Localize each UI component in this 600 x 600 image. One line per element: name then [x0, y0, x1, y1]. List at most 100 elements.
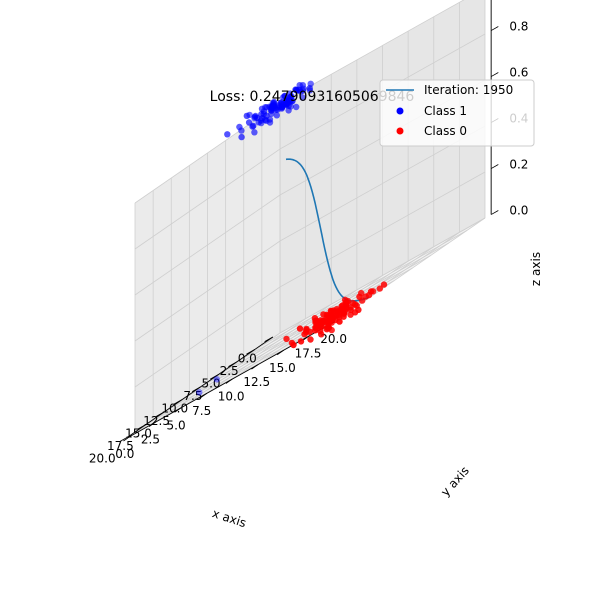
- scatter-point: [334, 308, 342, 315]
- scatter-point: [342, 299, 349, 306]
- scatter-point: [213, 376, 220, 383]
- gridline-z-left: [134, 148, 281, 250]
- scatter-point: [196, 389, 203, 396]
- legend-swatch-class1: [396, 107, 404, 115]
- scatter-point: [329, 315, 336, 322]
- scatter-point: [258, 111, 265, 118]
- scatter-point: [224, 131, 231, 138]
- x-tick-label: 12.5: [143, 414, 170, 428]
- scatter-point: [285, 107, 292, 114]
- x-tick-label: 5.0: [201, 376, 220, 390]
- gridline-z-left: [134, 240, 281, 342]
- x-tick: [264, 336, 274, 342]
- scatter-point: [293, 103, 300, 111]
- scatter-point: [266, 119, 274, 126]
- legend-box: [379, 79, 535, 147]
- gridline-z-left: [134, 286, 281, 388]
- gridline-z-left: [134, 194, 281, 296]
- scatter-point: [238, 133, 245, 141]
- gridline-z-back: [279, 0, 465, 104]
- z-tick-label: 0.6: [509, 66, 528, 80]
- x-tick: [137, 424, 147, 430]
- legend: Iteration: 1950 Class 1 Class 0: [379, 79, 535, 147]
- scatter-point: [307, 336, 314, 343]
- x-tick: [210, 374, 219, 380]
- scatter-point: [297, 338, 305, 345]
- scatter-point: [301, 331, 308, 338]
- y-tick-label: 7.5: [192, 404, 211, 418]
- scatter-point: [306, 328, 313, 335]
- y-tick: [200, 393, 208, 399]
- y-tick: [251, 364, 259, 370]
- y-tick: [148, 421, 156, 427]
- scatter-point: [380, 281, 388, 288]
- scatter-point: [250, 122, 257, 130]
- x-tick-label: 15.0: [125, 426, 152, 440]
- scatter-point: [299, 82, 306, 89]
- scatter-point: [311, 315, 319, 322]
- scatter-point: [282, 99, 290, 106]
- scatter-point: [320, 317, 328, 325]
- chart-title: Loss: 0.24790931605069846: [210, 89, 415, 105]
- scatter-point: [280, 94, 287, 101]
- z-axis-label: z axis: [529, 252, 543, 286]
- legend-label-class1: Class 1: [424, 104, 467, 118]
- scatter-point: [236, 123, 243, 131]
- y-tick-label: 10.0: [218, 390, 245, 404]
- scatter-point: [273, 112, 280, 119]
- scatter-point: [325, 324, 333, 331]
- legend-label-iteration: Iteration: 1950: [424, 83, 513, 97]
- scatter-point: [251, 129, 258, 136]
- y-tick-label: 15.0: [269, 361, 296, 375]
- x-tick-label: 20.0: [89, 451, 116, 465]
- y-tick: [225, 378, 233, 384]
- z-tick-label: 0.2: [509, 158, 528, 172]
- scatter-point: [347, 311, 354, 318]
- y-tick: [123, 436, 131, 442]
- x-tick-label: 17.5: [107, 439, 134, 453]
- gridline-z-left: [134, 332, 281, 434]
- scatter-point: [296, 325, 304, 332]
- x-tick: [119, 436, 129, 442]
- scatter-point: [340, 310, 348, 317]
- scatter-point: [307, 80, 314, 88]
- scatter-point: [283, 335, 290, 343]
- scatter-point: [299, 87, 306, 94]
- gridline-z-back: [279, 217, 486, 334]
- scatter-point: [262, 116, 269, 124]
- scatter-point: [251, 115, 258, 122]
- x-axis-line: [127, 336, 274, 438]
- y-tick-label: 5.0: [167, 418, 186, 432]
- x-tick: [228, 361, 237, 367]
- scatter-point: [306, 87, 314, 94]
- scatter-point: [376, 285, 383, 292]
- y-tick: [302, 335, 310, 341]
- x-tick: [191, 386, 201, 392]
- scatter-point: [288, 339, 296, 347]
- z-tick: [490, 164, 499, 169]
- z-tick-label: 0.8: [509, 20, 528, 34]
- scatter-point: [277, 104, 284, 111]
- y-tick: [276, 349, 284, 356]
- y-tick-label: 2.5: [141, 433, 160, 447]
- x-tick-label: 2.5: [220, 364, 239, 378]
- x-tick-label: 7.5: [183, 389, 202, 403]
- scatter-point: [362, 293, 369, 300]
- z-tick: [490, 26, 499, 31]
- z-tick: [490, 210, 499, 215]
- gridline-floor-x: [134, 317, 341, 434]
- scatter-point: [246, 111, 253, 119]
- scatter-points: [196, 80, 388, 396]
- scatter-point: [358, 289, 365, 297]
- z-tick-label: 0.0: [509, 204, 528, 218]
- x-tick: [173, 399, 183, 405]
- x-tick: [246, 349, 255, 355]
- scatter-point: [312, 327, 319, 334]
- y-tick-label: 17.5: [295, 346, 322, 360]
- y-axis-label: y axis: [438, 464, 472, 499]
- legend-swatch-class0: [396, 127, 404, 135]
- x-tick-label: 0.0: [238, 351, 257, 365]
- y-tick-label: 0.0: [115, 447, 134, 461]
